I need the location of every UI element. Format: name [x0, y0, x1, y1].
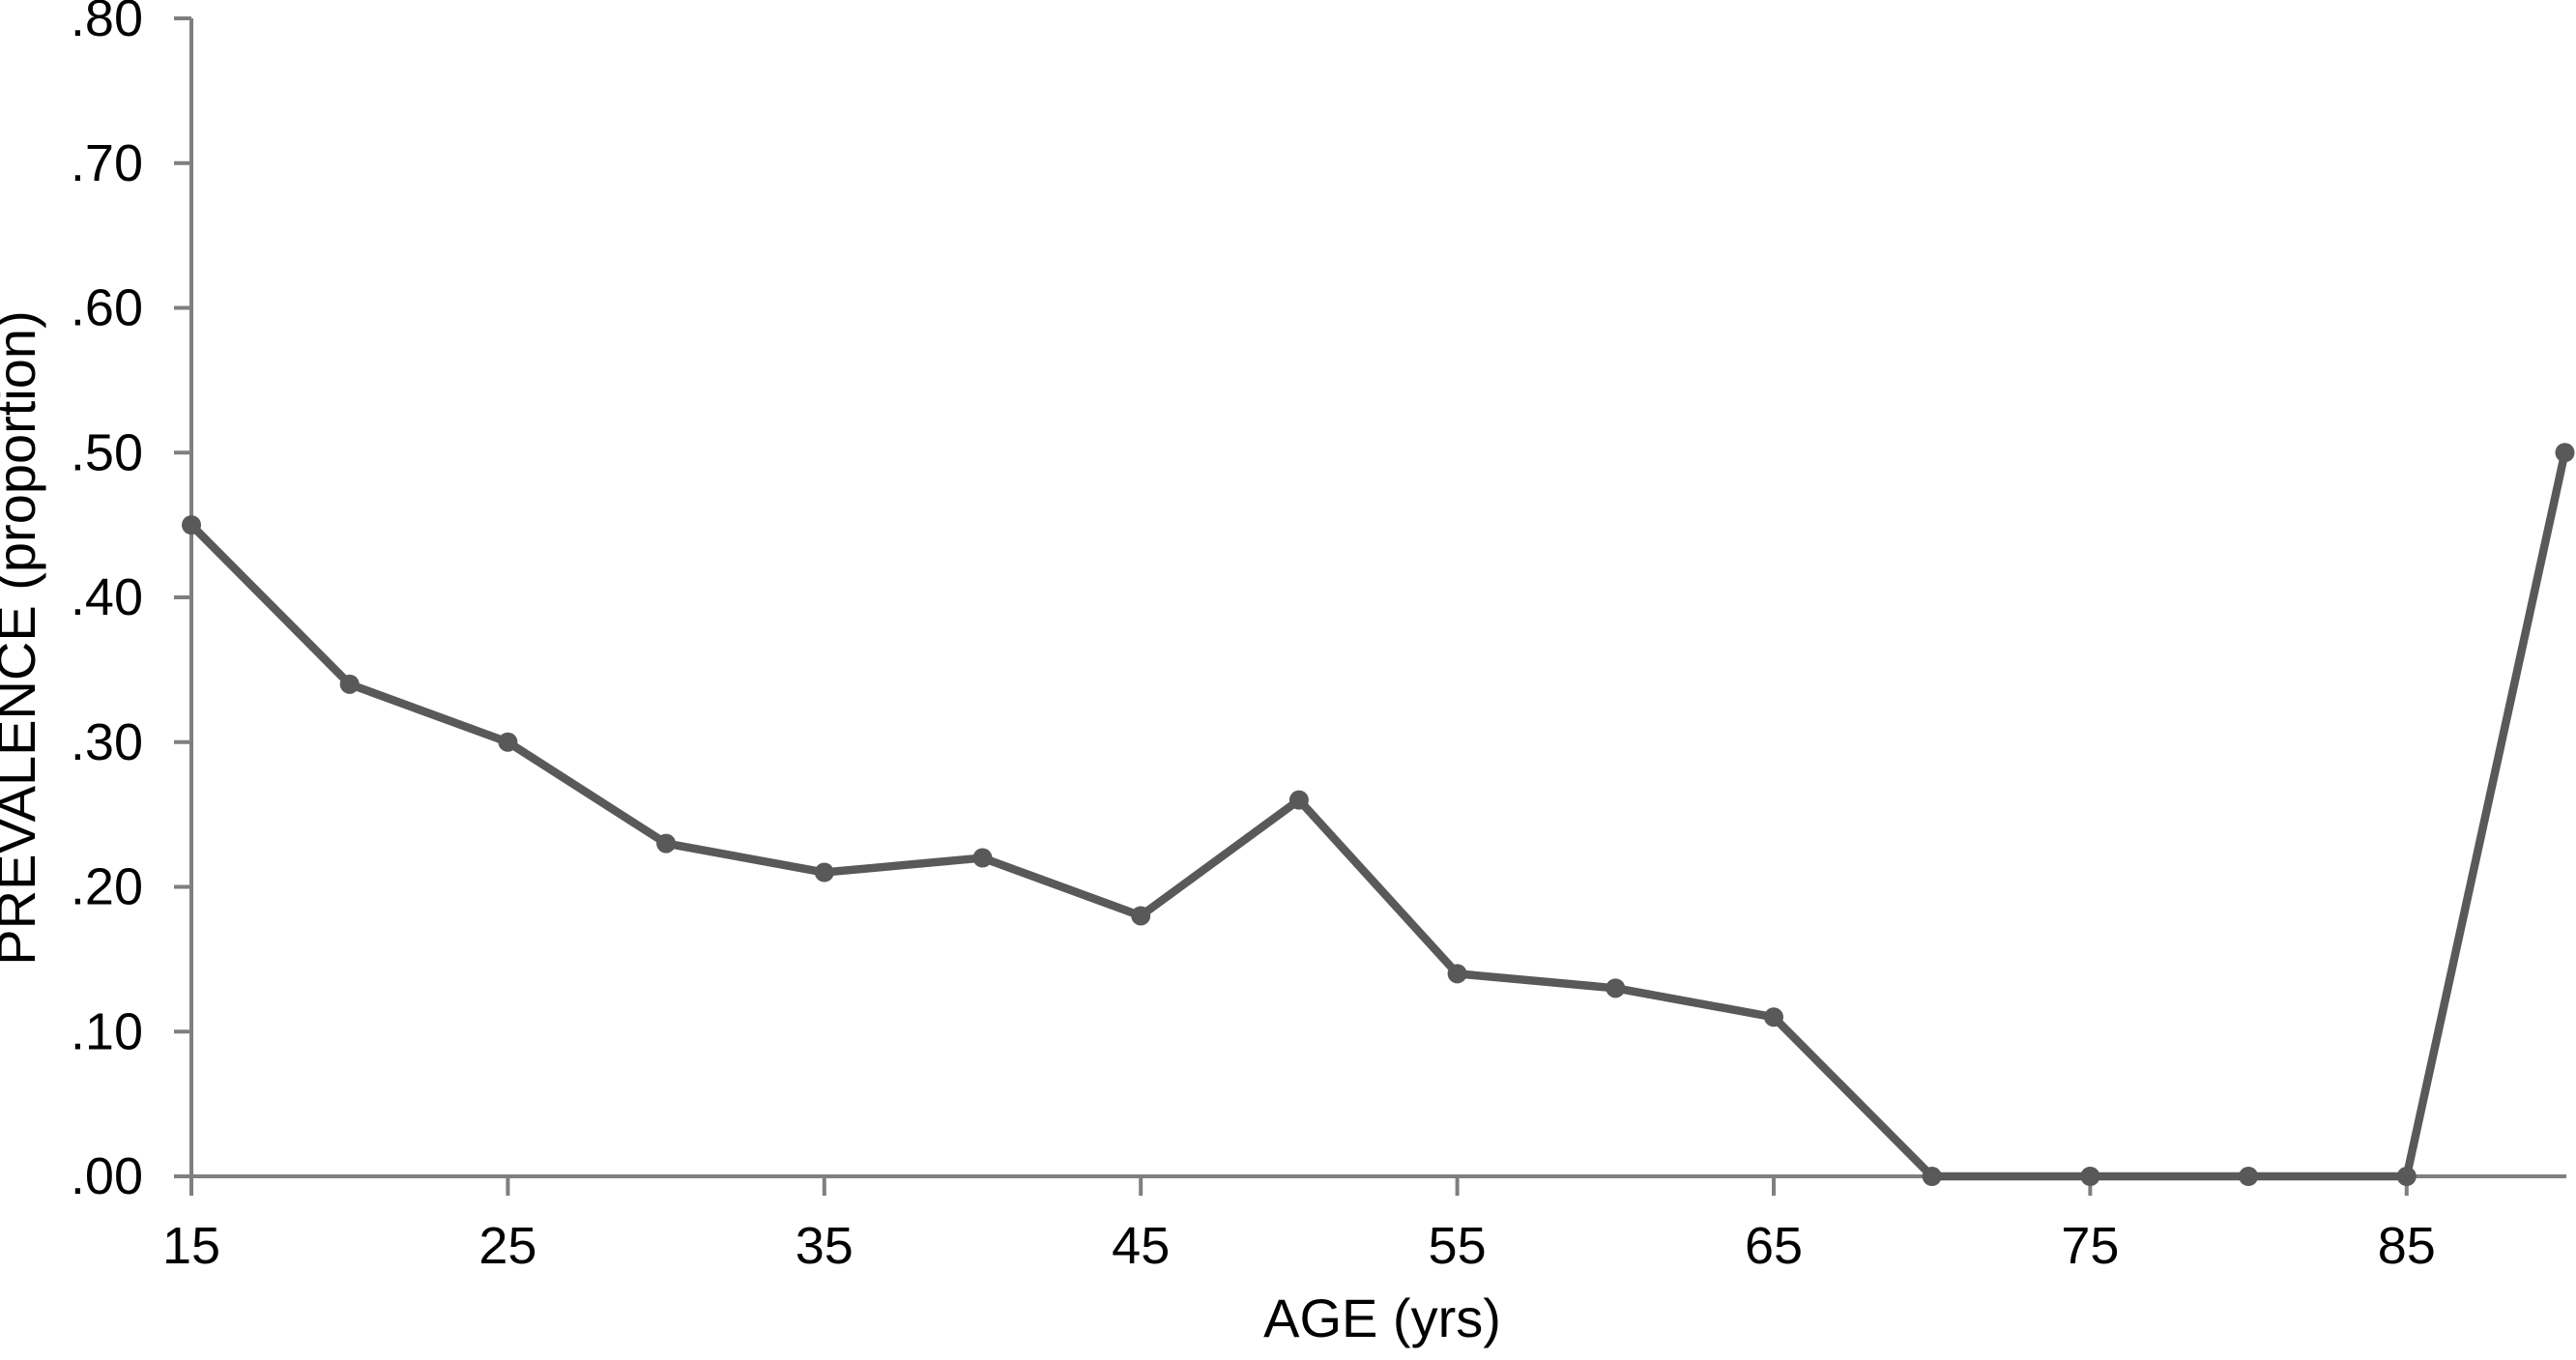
- y-tick-label: .30: [71, 713, 143, 771]
- x-tick-label: 25: [478, 1217, 536, 1275]
- data-point-marker: [498, 732, 518, 752]
- series-line: [187, 449, 2569, 1181]
- data-series: [182, 443, 2575, 1186]
- x-tick-label: 45: [1112, 1217, 1170, 1275]
- y-axis-title: PREVALENCE (proportion): [0, 310, 46, 965]
- x-tick-label: 15: [162, 1217, 220, 1275]
- y-tick-label: .20: [71, 858, 143, 916]
- data-point-marker: [339, 674, 360, 694]
- data-point-marker: [1131, 906, 1151, 926]
- data-point-marker: [2396, 1167, 2417, 1186]
- y-tick-label: .80: [71, 0, 143, 47]
- y-tick-label: .70: [71, 134, 143, 192]
- data-point-marker: [2080, 1167, 2100, 1186]
- y-tick-label: .00: [71, 1147, 143, 1205]
- y-tick-label: .10: [71, 1002, 143, 1060]
- data-point-marker: [1288, 790, 1309, 810]
- x-axis-title: AGE (yrs): [1263, 1288, 1501, 1348]
- data-point-marker: [1447, 964, 1467, 984]
- x-tick-label: 75: [2061, 1217, 2119, 1275]
- data-point-marker: [1764, 1007, 1783, 1027]
- y-tick-label: .50: [71, 423, 143, 481]
- data-point-marker: [1922, 1167, 1942, 1186]
- axes: .00 .10 .20 .30 .40 .50 .60 .70 .80 15 25 35 45 55 65 7…: [71, 0, 2566, 1275]
- data-point-marker: [2555, 443, 2575, 463]
- y-tick-label: .60: [71, 279, 143, 337]
- x-tick-label: 35: [796, 1217, 854, 1275]
- data-point-marker: [1606, 978, 1626, 998]
- y-tick-label: .40: [71, 568, 143, 626]
- data-point-marker: [656, 833, 677, 854]
- data-point-marker: [2239, 1167, 2259, 1186]
- x-tick-label: 65: [1745, 1217, 1803, 1275]
- data-point-marker: [814, 862, 834, 883]
- x-tick-label: 85: [2378, 1217, 2436, 1275]
- data-point-marker: [182, 515, 201, 535]
- x-tick-label: 55: [1429, 1217, 1487, 1275]
- data-point-marker: [972, 848, 993, 868]
